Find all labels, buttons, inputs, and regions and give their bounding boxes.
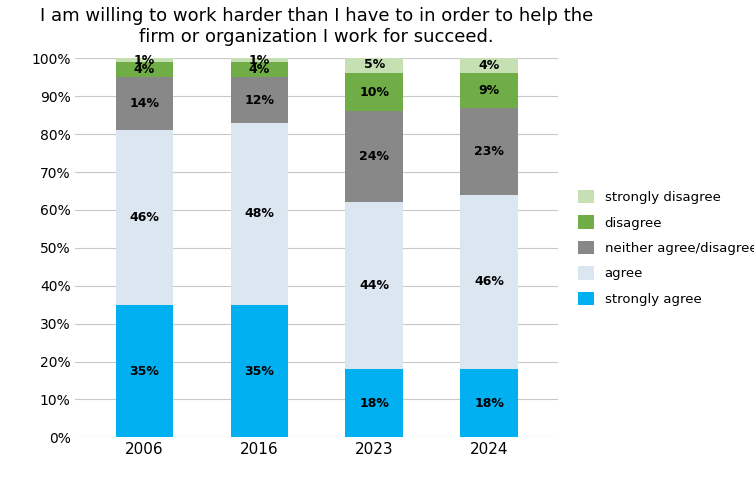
Bar [345,369,403,437]
Text: 48%: 48% [244,207,274,220]
Text: 23%: 23% [474,145,504,157]
Bar [345,73,403,111]
Bar [460,369,518,437]
Text: 46%: 46% [474,276,504,289]
Text: 4%: 4% [133,63,155,76]
Text: 1%: 1% [133,54,155,67]
Text: 44%: 44% [359,279,389,292]
Bar [115,130,173,305]
Text: 35%: 35% [244,364,274,378]
Text: 18%: 18% [474,397,504,410]
Text: 24%: 24% [359,150,389,163]
Text: 35%: 35% [130,364,159,378]
Legend: strongly disagree, disagree, neither agree/disagree, agree, strongly agree: strongly disagree, disagree, neither agr… [575,186,754,310]
Bar [115,62,173,77]
Text: 12%: 12% [244,93,274,106]
Bar [345,111,403,202]
Bar [345,54,403,73]
Text: 9%: 9% [479,84,500,97]
Text: 5%: 5% [363,57,385,70]
Text: 10%: 10% [359,86,389,99]
Bar [115,77,173,130]
Text: 4%: 4% [249,63,270,76]
Bar [231,58,288,62]
Bar [345,202,403,369]
Bar [231,305,288,437]
Text: 1%: 1% [249,54,270,67]
Bar [231,123,288,305]
Bar [460,73,518,107]
Bar [231,62,288,77]
Title: I am willing to work harder than I have to in order to help the
firm or organiza: I am willing to work harder than I have … [40,7,593,46]
Text: 4%: 4% [478,59,500,72]
Text: 46%: 46% [130,211,159,224]
Bar [115,58,173,62]
Bar [460,58,518,73]
Text: 18%: 18% [359,397,389,410]
Bar [231,77,288,123]
Bar [460,107,518,195]
Text: 14%: 14% [130,97,159,110]
Bar [115,305,173,437]
Bar [460,195,518,369]
